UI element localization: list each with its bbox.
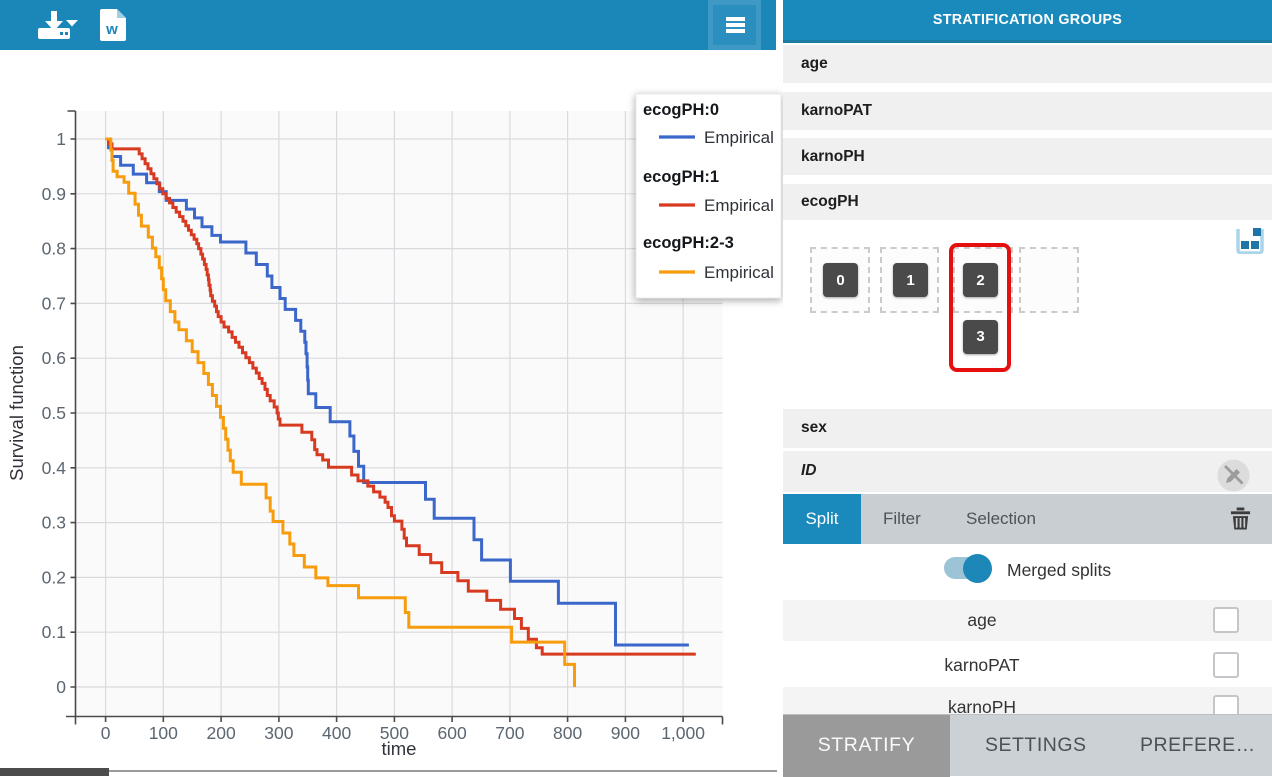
svg-text:0: 0 xyxy=(101,723,111,743)
svg-text:100: 100 xyxy=(149,723,178,743)
svg-text:0.4: 0.4 xyxy=(42,458,67,478)
svg-text:Survival function: Survival function xyxy=(6,345,27,481)
svg-text:ecogPH:1: ecogPH:1 xyxy=(643,168,719,186)
svg-text:ecogPH:0: ecogPH:0 xyxy=(643,101,719,119)
svg-text:400: 400 xyxy=(322,723,351,743)
svg-text:900: 900 xyxy=(611,723,640,743)
svg-text:1,000: 1,000 xyxy=(661,723,705,743)
svg-text:0.3: 0.3 xyxy=(42,513,66,533)
svg-text:800: 800 xyxy=(553,723,582,743)
svg-text:Empirical: Empirical xyxy=(704,263,774,282)
svg-text:1: 1 xyxy=(56,129,66,149)
svg-text:0.1: 0.1 xyxy=(42,622,66,642)
svg-text:0.9: 0.9 xyxy=(42,184,66,204)
svg-text:700: 700 xyxy=(495,723,524,743)
svg-text:Empirical: Empirical xyxy=(704,196,774,215)
svg-text:0.2: 0.2 xyxy=(42,567,66,587)
svg-text:0.7: 0.7 xyxy=(42,293,66,313)
svg-text:0: 0 xyxy=(56,677,66,697)
svg-text:300: 300 xyxy=(264,723,293,743)
svg-text:w: w xyxy=(105,21,118,38)
svg-text:0.8: 0.8 xyxy=(42,239,66,259)
svg-text:500: 500 xyxy=(380,723,409,743)
svg-text:0.5: 0.5 xyxy=(42,403,66,423)
svg-text:200: 200 xyxy=(206,723,235,743)
svg-text:ecogPH:2-3: ecogPH:2-3 xyxy=(643,234,734,252)
svg-text:Empirical: Empirical xyxy=(704,128,774,147)
svg-text:0.6: 0.6 xyxy=(42,348,66,368)
svg-text:600: 600 xyxy=(437,723,466,743)
svg-text:time: time xyxy=(382,738,417,759)
